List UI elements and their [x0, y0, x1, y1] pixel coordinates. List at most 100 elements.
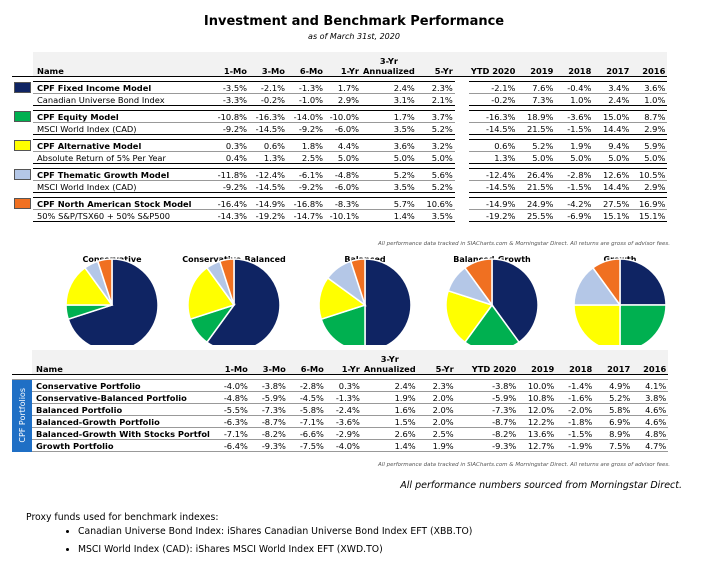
- cell-value: -6.4%: [211, 439, 250, 452]
- cell-value: -2.1%: [249, 81, 287, 94]
- cell-value: 12.0%: [518, 403, 557, 416]
- portfolio-name: Conservative Portfolio: [32, 379, 212, 392]
- cell-value: -19.2%: [249, 209, 287, 222]
- cell-value: -8.7%: [249, 415, 288, 428]
- cell-value: 1.9%: [361, 391, 418, 404]
- cell-value: 2.9%: [631, 122, 668, 135]
- cell-value: -14.5%: [468, 122, 518, 135]
- cell-value: -14.7%: [287, 209, 325, 222]
- cell-value: -6.1%: [287, 168, 325, 181]
- cell-value: -7.3%: [469, 403, 519, 416]
- portfolio-name: Balanced Portfolio: [32, 403, 212, 416]
- column-header: 2018: [555, 52, 594, 77]
- cell-value: 2.9%: [325, 93, 361, 106]
- cell-value: 3.5%: [361, 180, 417, 193]
- pie-slice: [445, 289, 494, 344]
- cell-value: -3.5%: [211, 81, 249, 94]
- color-swatch: [14, 140, 31, 151]
- model-row: CPF Thematic Growth Model -11.8% -12.4% -6.…: [12, 168, 668, 181]
- cell-value: 7.6%: [517, 81, 556, 94]
- side-label: CPF Portfolios: [17, 388, 27, 444]
- cell-value: 0.3%: [211, 139, 249, 152]
- cell-value: 3.8%: [632, 391, 669, 404]
- gap: [455, 379, 470, 392]
- cell-value: -5.5%: [211, 403, 250, 416]
- cell-value: -1.5%: [556, 427, 595, 440]
- cell-value: 5.8%: [594, 403, 633, 416]
- pie-slice: [320, 303, 366, 345]
- cell-value: 2.4%: [361, 81, 417, 94]
- pie-slice: [491, 258, 539, 344]
- model-name: CPF Thematic Growth Model: [33, 168, 211, 181]
- cell-value: 2.0%: [417, 403, 456, 416]
- swatch-spacer: [12, 94, 33, 106]
- pie-slice: [67, 258, 159, 345]
- cell-value: 3.5%: [416, 209, 455, 222]
- cell-value: 10.0%: [518, 379, 557, 392]
- portfolio-name: Balanced-Growth Portfolio: [32, 415, 212, 428]
- swatch-cell: [12, 198, 33, 210]
- proxy-item: MSCI World Index (CAD): iShares MSCI Wor…: [78, 543, 472, 557]
- portfolio-table: Name 1-Mo 3-Mo 6-Mo 1-Yr 3-Yr Annualized 5-Yr Y…: [12, 350, 669, 452]
- cell-value: 1.0%: [631, 93, 668, 106]
- column-header: YTD 2020: [469, 350, 519, 375]
- cell-value: 2.3%: [417, 379, 456, 392]
- gap: [455, 391, 470, 404]
- column-header: 5-Yr: [417, 350, 456, 375]
- portfolio-row: Growth Portfolio -6.4% -9.3% -7.5% -4.0% 1.4%…: [12, 439, 669, 452]
- pie-slice: [463, 303, 521, 345]
- cell-value: 5.0%: [593, 151, 632, 164]
- cell-value: 1.3%: [468, 151, 518, 164]
- cell-value: 25.5%: [517, 209, 556, 222]
- gap: [455, 427, 470, 440]
- column-header: 2016: [632, 350, 669, 375]
- cell-value: 1.4%: [361, 209, 417, 222]
- cell-value: 5.9%: [631, 139, 668, 152]
- cell-value: -4.0%: [325, 439, 362, 452]
- gap: [455, 152, 469, 164]
- gap: [455, 415, 470, 428]
- cell-value: -4.8%: [211, 391, 250, 404]
- cell-value: 5.2%: [416, 180, 455, 193]
- cell-value: 7.3%: [517, 93, 556, 106]
- cell-value: 2.4%: [593, 93, 632, 106]
- cell-value: -5.8%: [287, 403, 326, 416]
- color-swatch: [14, 198, 31, 209]
- cell-value: 5.0%: [517, 151, 556, 164]
- model-row: CPF Alternative Model 0.3% 0.6% 1.8% 4.4% 3.6…: [12, 139, 668, 152]
- swatch-cell: [12, 82, 33, 94]
- portfolio-name: Conservative-Balanced Portfolio: [32, 391, 212, 404]
- pie-slice: [573, 304, 621, 345]
- cell-value: 16.9%: [631, 197, 668, 210]
- cell-value: -1.6%: [556, 391, 595, 404]
- cell-value: 1.7%: [325, 81, 361, 94]
- model-name: CPF Fixed Income Model: [33, 81, 211, 94]
- header-row: Name 1-Mo 3-Mo 6-Mo 1-Yr 3-Yr Annualized 5-Yr Y…: [12, 52, 668, 77]
- cell-value: 5.2%: [594, 391, 633, 404]
- cell-value: -1.9%: [556, 439, 595, 452]
- column-header: 1-Mo: [211, 52, 249, 77]
- cell-value: -10.1%: [325, 209, 361, 222]
- cell-value: 10.5%: [631, 168, 668, 181]
- title: Investment and Benchmark Performance: [203, 14, 505, 29]
- cell-value: -2.8%: [287, 379, 326, 392]
- pie-slice: [463, 258, 493, 308]
- cell-value: 5.2%: [517, 139, 556, 152]
- cell-value: 4.9%: [594, 379, 633, 392]
- cell-value: 9.4%: [593, 139, 632, 152]
- portfolio-row: Conservative-Balanced Portfolio -4.8% -5.9…: [12, 391, 669, 404]
- pie-slice: [619, 304, 667, 345]
- model-name: CPF North American Stock Model: [33, 197, 211, 210]
- gap: [455, 82, 469, 94]
- cell-value: 6.9%: [594, 415, 633, 428]
- swatch-spacer: [12, 181, 33, 193]
- cell-value: -1.3%: [325, 391, 362, 404]
- cell-value: 2.0%: [417, 415, 456, 428]
- header-spacer: [12, 52, 33, 77]
- column-header: 2017: [594, 350, 633, 375]
- benchmark-row: MSCI World Index (CAD) -9.2% -14.5% -9.2% -6…: [12, 122, 668, 135]
- cell-value: -10.8%: [211, 110, 249, 123]
- cell-value: -3.8%: [469, 379, 519, 392]
- cell-value: 2.5%: [287, 151, 325, 164]
- pie-slice: [364, 258, 412, 345]
